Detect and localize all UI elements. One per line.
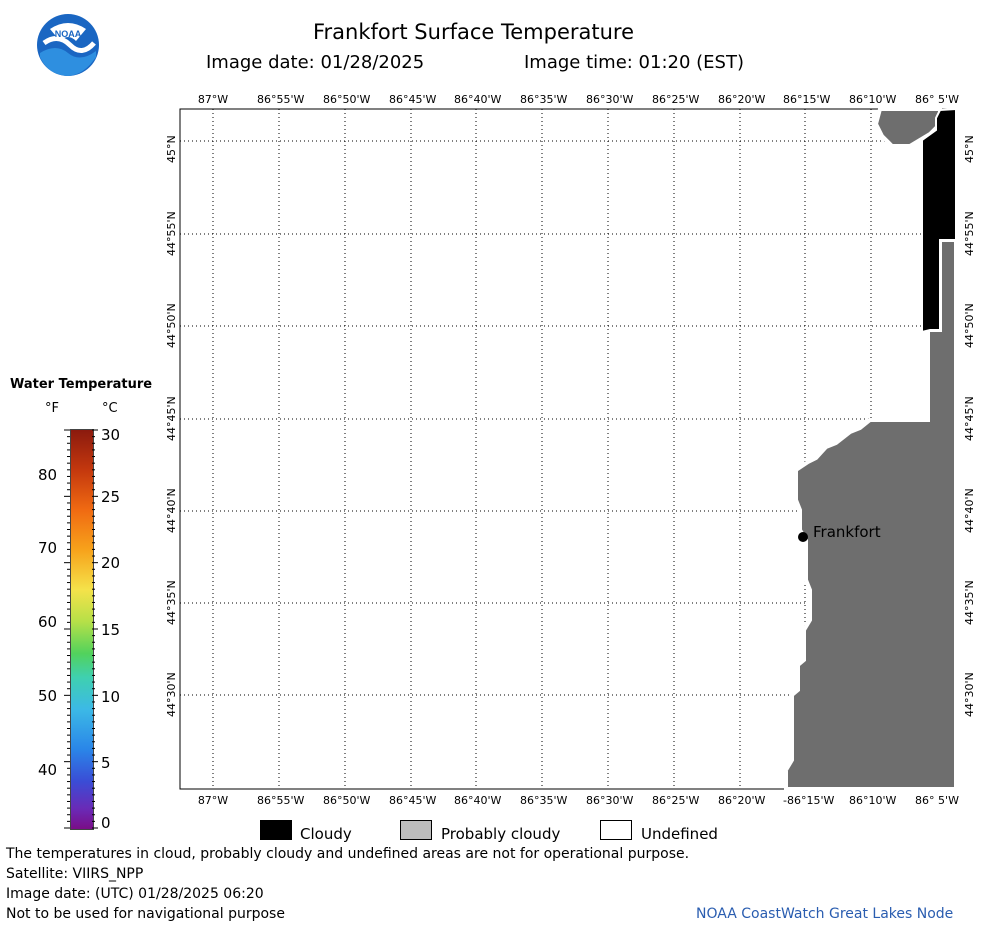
lon-tick-bottom-10: 86°10'W (849, 794, 897, 807)
lat-tick-right-2: 44°50'N (963, 303, 976, 348)
page-title: Frankfort Surface Temperature (313, 20, 635, 44)
lon-tick-top-11: 86° 5'W (915, 93, 959, 106)
scale-f-label-1: 70 (38, 539, 58, 557)
lat-tick-right-3: 44°45'N (963, 396, 976, 441)
lat-tick-left-4: 44°40'N (165, 488, 178, 533)
lon-tick-top-8: 86°20'W (718, 93, 766, 106)
scale-c-label-1: 25 (101, 488, 121, 506)
scale-unit-c: °C (102, 401, 118, 416)
scale-c-label-2: 20 (101, 554, 121, 572)
scale-c-label-6: 0 (101, 814, 111, 832)
legend-label-undefined: Undefined (641, 825, 718, 843)
lon-tick-top-2: 86°50'W (323, 93, 371, 106)
lat-tick-right-4: 44°40'N (963, 488, 976, 533)
lat-tick-left-0: 45°N (165, 135, 178, 163)
scale-f-label-3: 50 (38, 687, 58, 705)
lon-tick-bottom-3: 86°45'W (389, 794, 437, 807)
lon-tick-bottom-11: 86° 5'W (915, 794, 959, 807)
legend-swatch-probably-cloudy (400, 820, 432, 840)
footer-navigation-warning: Not to be used for navigational purpose (6, 906, 285, 922)
noaa-logo: NOAA (36, 13, 100, 77)
lat-tick-right-6: 44°30'N (963, 672, 976, 717)
lon-tick-top-3: 86°45'W (389, 93, 437, 106)
scale-c-label-5: 5 (101, 754, 111, 772)
lon-tick-top-9: 86°15'W (783, 93, 831, 106)
lon-tick-top-10: 86°10'W (849, 93, 897, 106)
lat-tick-right-0: 45°N (963, 135, 976, 163)
city-label-frankfort: Frankfort (813, 523, 881, 541)
lon-tick-top-5: 86°35'W (520, 93, 568, 106)
lon-tick-top-0: 87°W (197, 93, 229, 106)
lon-tick-top-6: 86°30'W (586, 93, 634, 106)
scale-f-label-2: 60 (38, 613, 58, 631)
footer-satellite: Satellite: VIIRS_NPP (6, 866, 144, 882)
land-area (784, 238, 958, 791)
lat-tick-right-5: 44°35'N (963, 580, 976, 625)
scale-ticks (64, 429, 98, 829)
lon-tick-bottom-4: 86°40'W (454, 794, 502, 807)
footer-disclaimer: The temperatures in cloud, probably clou… (6, 846, 690, 862)
footer-credit[interactable]: NOAA CoastWatch Great Lakes Node (696, 906, 954, 922)
lat-tick-left-6: 44°30'N (165, 672, 178, 717)
scale-title: Water Temperature (10, 377, 153, 392)
scale-unit-f: °F (45, 401, 59, 416)
scale-c-label-4: 10 (101, 688, 121, 706)
scale-c-label-0: 30 (101, 426, 121, 444)
footer-image-date: Image date: (UTC) 01/28/2025 06:20 (6, 886, 264, 902)
lon-tick-bottom-7: 86°25'W (652, 794, 700, 807)
lat-tick-left-3: 44°45'N (165, 396, 178, 441)
scale-f-label-0: 80 (38, 466, 58, 484)
lon-tick-bottom-5: 86°35'W (520, 794, 568, 807)
lon-tick-bottom-6: 86°30'W (586, 794, 634, 807)
lat-tick-right-1: 44°55'N (963, 211, 976, 256)
lon-tick-bottom-8: 86°20'W (718, 794, 766, 807)
noaa-logo-text: NOAA (55, 29, 82, 39)
temperature-color-bar (70, 429, 94, 830)
lat-tick-left-2: 44°50'N (165, 303, 178, 348)
frankfort-marker (798, 532, 808, 542)
legend-label-cloudy: Cloudy (300, 825, 352, 843)
lat-tick-left-1: 44°55'N (165, 211, 178, 256)
cloud-area (921, 107, 957, 334)
scale-c-label-3: 15 (101, 621, 121, 639)
lon-tick-top-1: 86°55'W (257, 93, 305, 106)
lon-tick-bottom-0: 87°W (197, 794, 229, 807)
lon-tick-bottom-2: 86°50'W (323, 794, 371, 807)
legend-swatch-undefined (600, 820, 632, 840)
scale-f-label-4: 40 (38, 761, 58, 779)
lon-tick-top-4: 86°40'W (454, 93, 502, 106)
legend-label-probably-cloudy: Probably cloudy (441, 825, 561, 843)
lat-tick-left-5: 44°35'N (165, 580, 178, 625)
lon-tick-top-7: 86°25'W (652, 93, 700, 106)
legend-swatch-cloudy (260, 820, 292, 840)
lon-tick-bottom-9: -86°15'W (783, 794, 835, 807)
lon-tick-bottom-1: 86°55'W (257, 794, 305, 807)
image-time-header: Image time: 01:20 (EST) (524, 52, 744, 73)
image-date-header: Image date: 01/28/2025 (206, 52, 425, 73)
